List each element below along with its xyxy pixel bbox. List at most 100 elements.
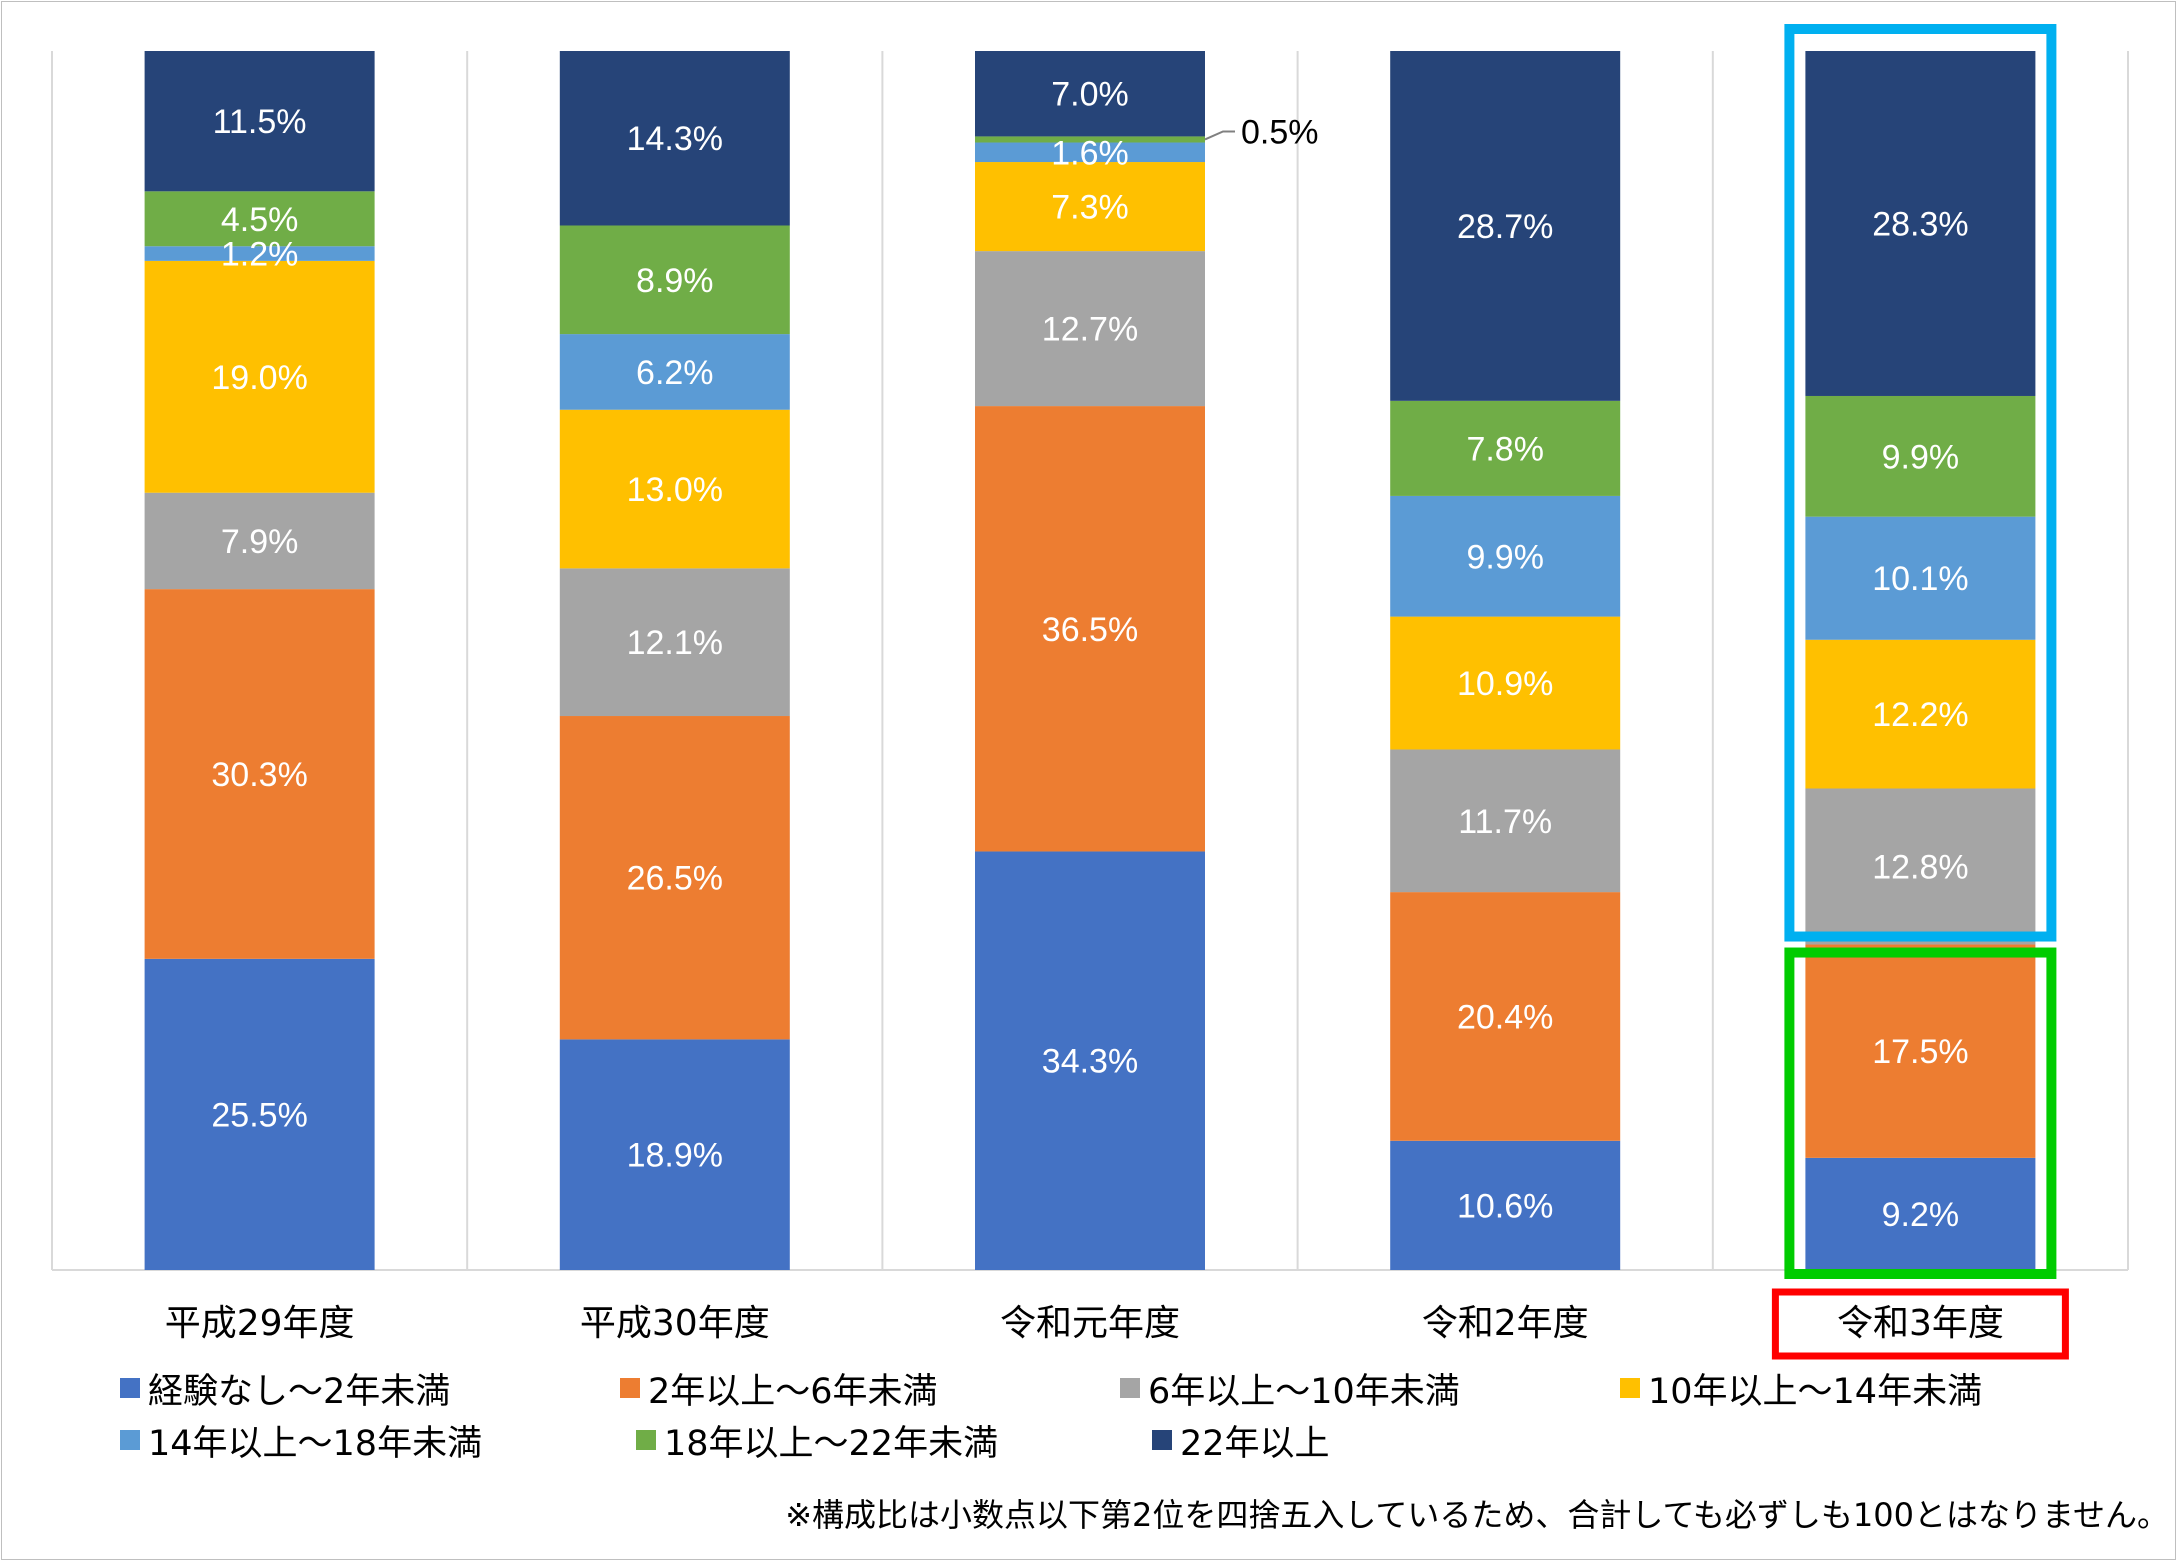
bar-segment [975,51,1205,137]
data-label: 28.7% [1457,208,1553,246]
legend-row: 14年以上～18年未満 18年以上～22年未満 22年以上 [120,1414,2120,1466]
bar-segment [975,162,1205,252]
bar-segment [1805,788,2036,945]
footnote: ※構成比は小数点以下第2位を四捨五入しているため、合計しても必ずしも100とはな… [785,1496,2169,1534]
bar-segment [144,958,375,1270]
bar-segment [559,334,790,410]
legend-label: 18年以上～22年未満 [664,1423,999,1464]
bar-segment [144,246,375,261]
data-label: 13.0% [627,471,723,509]
stacked-bar-chart: 25.5% 30.3% 7.9% 19.0% 1.2%4.5% 11.5% 18.9% 26.… [51,24,2129,1360]
data-label: 12.1% [627,624,723,662]
bar-segment [1390,495,1621,617]
legend-item: 10年以上～14年未満 [1620,1363,2120,1414]
bar-segment [559,568,790,717]
legend-label: 22年以上 [1180,1423,1330,1464]
data-label: 9.9% [1882,438,1960,476]
data-label: 34.3% [1042,1043,1138,1081]
data-label: 1.6% [1051,134,1129,172]
bar-segment [1390,51,1621,401]
bar-segment [559,51,790,226]
data-label: 11.5% [213,103,307,141]
legend-label: 10年以上～14年未満 [1648,1371,1983,1412]
bar-segment [1805,944,2036,1158]
data-label: 26.5% [627,860,723,898]
category-label: 令和3年度 [1837,1303,2004,1344]
legend-item: 22年以上 [1152,1415,1668,1466]
bar-segment [975,251,1205,407]
highlight-box-lower [1784,947,2057,1279]
data-label: 7.3% [1051,189,1129,227]
data-label: 4.5% [221,201,299,239]
legend-row: 経験なし～2年未満 2年以上～6年未満 6年以上～10年未満 10年以上～14年未満 [120,1362,2120,1414]
category-label: 平成29年度 [165,1303,355,1344]
highlight-box-category [1771,1288,2069,1360]
legend-label: 経験なし～2年未満 [148,1371,451,1412]
data-label: 10.1% [1872,560,1968,598]
data-label: 7.9% [221,523,299,561]
bar-segment [559,716,790,1040]
bar-segment [1390,749,1621,893]
bar-segment [1805,639,2036,789]
bar-segment [975,851,1205,1270]
bar-segment [559,409,790,569]
legend-label: 6年以上～10年未満 [1148,1371,1460,1412]
category-label: 令和元年度 [1000,1303,1180,1344]
highlight-box-upper [1784,24,2057,942]
legend-swatch [636,1430,656,1450]
bar-segment [1390,1140,1621,1270]
legend-swatch [620,1378,640,1398]
data-label: 30.3% [211,756,307,794]
legend-item: 18年以上～22年未満 [636,1415,1152,1466]
bar-segment [975,406,1205,852]
legend-swatch [1120,1378,1140,1398]
data-label: 10.9% [1457,665,1553,703]
data-label: 14.3% [627,120,723,158]
bar-segment [559,225,790,335]
data-label: 12.8% [1872,849,1968,887]
data-label: 9.9% [1466,538,1544,576]
bar-segment [559,1039,790,1270]
data-label-callout: 0.5% [1241,113,1319,151]
bar-segment [144,191,375,247]
bar-segment [144,51,375,192]
bar-segment [1805,516,2036,640]
data-label: 36.5% [1042,611,1138,649]
callout-line [1204,130,1235,141]
data-label: 25.5% [211,1096,307,1134]
legend-swatch [120,1430,140,1450]
data-label: 8.9% [636,262,714,300]
data-label: 19.0% [211,359,307,397]
data-label: 12.2% [1872,696,1968,734]
bar-segment [1805,51,2036,396]
data-label: 18.9% [627,1137,723,1175]
legend-swatch [1620,1378,1640,1398]
bar-segment [144,589,375,959]
data-label: 12.7% [1042,311,1138,349]
data-label: 7.0% [1051,76,1129,114]
bar-segment [1805,395,2036,517]
category-label: 令和2年度 [1422,1303,1589,1344]
bar-segment [1390,892,1621,1141]
legend-item: 2年以上～6年未満 [620,1363,1120,1414]
bar-segment [975,142,1205,163]
data-label: 10.6% [1457,1187,1553,1225]
bar-segment [144,492,375,590]
data-label: 17.5% [1872,1033,1968,1071]
data-label: 28.3% [1872,205,1968,243]
legend-item: 6年以上～10年未満 [1120,1363,1620,1414]
bar-segment [1805,1157,2036,1270]
bar-segment [1390,400,1621,496]
bar-segment [144,260,375,493]
legend-swatch [1152,1430,1172,1450]
data-label: 20.4% [1457,998,1553,1036]
bar-segment [1390,616,1621,750]
category-label: 平成30年度 [580,1303,770,1344]
legend-swatch [120,1378,140,1398]
data-label: 11.7% [1458,803,1552,841]
legend-label: 14年以上～18年未満 [148,1423,483,1464]
data-label: 9.2% [1882,1196,1960,1234]
data-label: 1.2% [221,236,299,274]
legend-item: 経験なし～2年未満 [120,1363,620,1414]
